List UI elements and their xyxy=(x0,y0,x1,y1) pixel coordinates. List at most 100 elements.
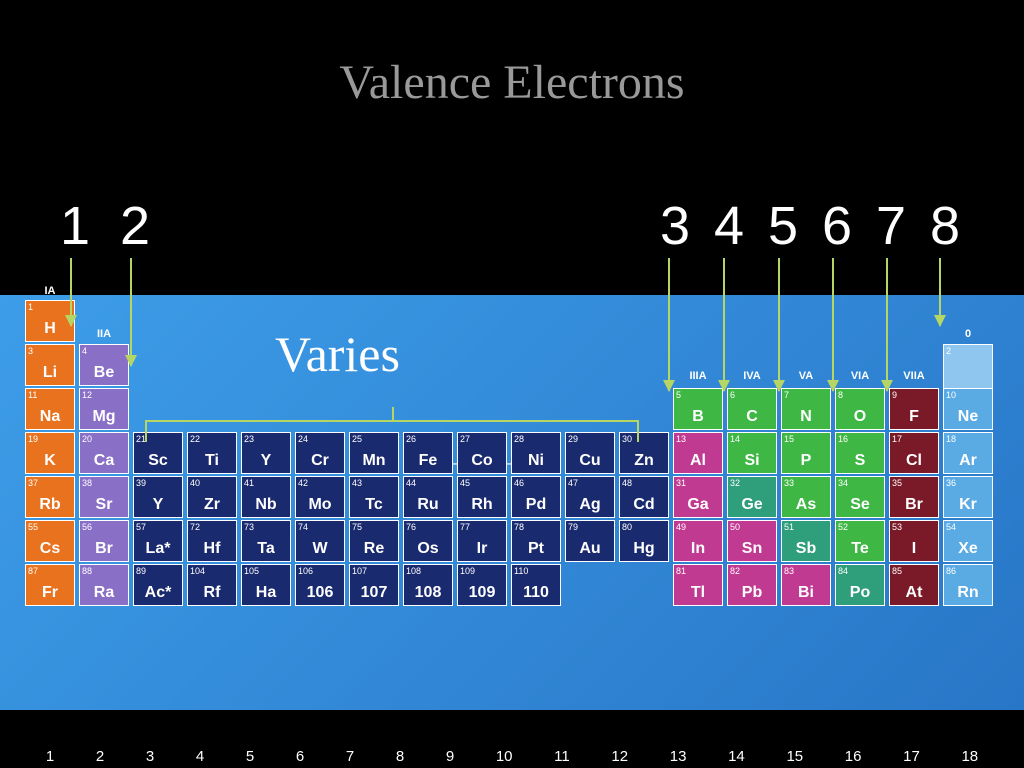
atomic-number: 78 xyxy=(514,522,524,532)
arrow-down-icon xyxy=(832,258,834,391)
column-number: 6 xyxy=(296,748,304,765)
atomic-number: 14 xyxy=(730,434,740,444)
element-symbol: Li xyxy=(26,364,74,382)
element-symbol: Cl xyxy=(890,452,938,470)
element-symbol: Kr xyxy=(944,496,992,514)
element-cell: 83Bi xyxy=(781,564,831,606)
element-symbol: Ca xyxy=(80,452,128,470)
element-symbol: Y xyxy=(242,452,290,470)
atomic-number: 85 xyxy=(892,566,902,576)
element-cell: 43Tc xyxy=(349,476,399,518)
element-symbol: 107 xyxy=(350,584,398,602)
group-label: IIA xyxy=(79,328,129,340)
atomic-number: 110 xyxy=(514,566,528,576)
atomic-number: 13 xyxy=(676,434,686,444)
element-cell: 46Pd xyxy=(511,476,561,518)
element-symbol: Ir xyxy=(458,540,506,558)
atomic-number: 51 xyxy=(784,522,794,532)
element-cell: 35Br xyxy=(889,476,939,518)
atomic-number: 84 xyxy=(838,566,848,576)
element-cell: 13Al xyxy=(673,432,723,474)
element-symbol: Mg xyxy=(80,408,128,426)
group-label: IIIA xyxy=(673,370,723,382)
element-cell: 39Y xyxy=(133,476,183,518)
atomic-number: 77 xyxy=(460,522,470,532)
element-symbol: Hg xyxy=(620,540,668,558)
atomic-number: 52 xyxy=(838,522,848,532)
element-symbol: Ac* xyxy=(134,584,182,602)
element-cell: 53I xyxy=(889,520,939,562)
atomic-number: 81 xyxy=(676,566,686,576)
atomic-number: 43 xyxy=(352,478,362,488)
atomic-number: 6 xyxy=(730,390,735,400)
element-symbol: Na xyxy=(26,408,74,426)
atomic-number: 79 xyxy=(568,522,578,532)
group-label: 0 xyxy=(943,328,993,340)
atomic-number: 20 xyxy=(82,434,92,444)
group-label: VA xyxy=(781,370,831,382)
column-number: 16 xyxy=(845,748,862,765)
element-cell: 109109 xyxy=(457,564,507,606)
element-symbol: Zr xyxy=(188,496,236,514)
element-cell: 37Rb xyxy=(25,476,75,518)
element-cell: 42Mo xyxy=(295,476,345,518)
element-symbol: Rf xyxy=(188,584,236,602)
element-cell: 11Na xyxy=(25,388,75,430)
atomic-number: 76 xyxy=(406,522,416,532)
element-cell: 78Pt xyxy=(511,520,561,562)
element-cell: 110110 xyxy=(511,564,561,606)
valence-number: 7 xyxy=(876,195,906,257)
column-number: 3 xyxy=(146,748,154,765)
element-symbol: Te xyxy=(836,540,884,558)
element-symbol: Ru xyxy=(404,496,452,514)
element-symbol: Rh xyxy=(458,496,506,514)
arrow-down-icon xyxy=(886,258,888,391)
atomic-number: 86 xyxy=(946,566,956,576)
element-symbol: At xyxy=(890,584,938,602)
element-symbol: Sn xyxy=(728,540,776,558)
element-cell: 14 Si xyxy=(727,432,777,474)
atomic-number: 36 xyxy=(946,478,956,488)
element-cell: 4Be xyxy=(79,344,129,386)
element-cell: 47 Ag xyxy=(565,476,615,518)
element-cell: 18Ar xyxy=(943,432,993,474)
element-cell: 52 Te xyxy=(835,520,885,562)
element-symbol: Y xyxy=(134,496,182,514)
element-cell: 73Ta xyxy=(241,520,291,562)
atomic-number: 40 xyxy=(190,478,200,488)
element-cell: 88Ra xyxy=(79,564,129,606)
column-number: 10 xyxy=(496,748,513,765)
element-cell: 76Os xyxy=(403,520,453,562)
element-symbol: P xyxy=(782,452,830,470)
column-number: 11 xyxy=(554,748,570,765)
element-symbol: Fr xyxy=(26,584,74,602)
element-symbol: Xe xyxy=(944,540,992,558)
element-symbol: Ag xyxy=(566,496,614,514)
atomic-number: 82 xyxy=(730,566,740,576)
atomic-number: 38 xyxy=(82,478,92,488)
element-cell: 77 Ir xyxy=(457,520,507,562)
atomic-number: 105 xyxy=(244,566,259,576)
element-symbol: Cs xyxy=(26,540,74,558)
element-cell: 9F xyxy=(889,388,939,430)
element-cell: 17Cl xyxy=(889,432,939,474)
element-symbol: Ni xyxy=(512,452,560,470)
element-cell: 48Cd xyxy=(619,476,669,518)
element-symbol: Fe xyxy=(404,452,452,470)
element-cell: 49In xyxy=(673,520,723,562)
element-symbol: Bi xyxy=(782,584,830,602)
element-cell: 107107 xyxy=(349,564,399,606)
element-cell: 104Rf xyxy=(187,564,237,606)
element-symbol: Si xyxy=(728,452,776,470)
element-cell: 72Hf xyxy=(187,520,237,562)
atomic-number: 73 xyxy=(244,522,254,532)
element-cell: 10Ne xyxy=(943,388,993,430)
atomic-number: 53 xyxy=(892,522,902,532)
element-symbol: La* xyxy=(134,540,182,558)
element-symbol: Ne xyxy=(944,408,992,426)
arrow-down-icon xyxy=(778,258,780,391)
element-symbol: Au xyxy=(566,540,614,558)
atomic-number: 47 xyxy=(568,478,578,488)
column-number: 14 xyxy=(728,748,745,765)
element-cell: 87Fr xyxy=(25,564,75,606)
